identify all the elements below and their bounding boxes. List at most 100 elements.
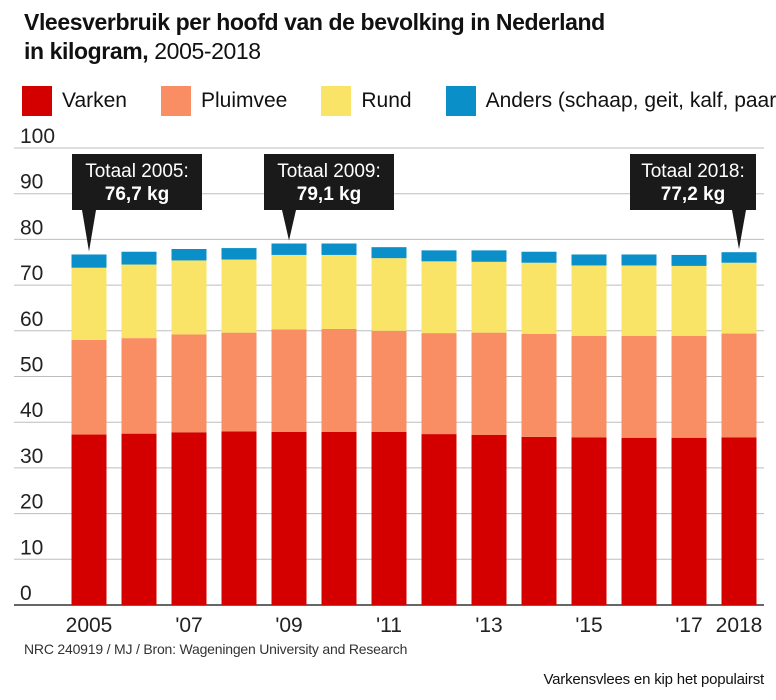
bar-pluimvee-2017	[671, 335, 707, 438]
bar-pluimvee-2015	[571, 335, 607, 438]
bar-varken-2015	[571, 437, 607, 605]
bar-pluimvee-2016	[621, 335, 657, 438]
bar-pluimvee-2018	[721, 333, 757, 438]
bar-varken-2011	[371, 431, 407, 605]
callout-2005: Totaal 2005:76,7 kg	[72, 154, 202, 252]
bar-rund-2016	[621, 265, 657, 336]
bar-varken-2018	[721, 437, 757, 605]
chart-title: Vleesverbruik per hoofd van de bevolking…	[24, 8, 764, 66]
bar-rund-2013	[471, 261, 507, 333]
bar-varken-2014	[521, 436, 557, 605]
chart-legend: Varken Pluimvee Rund Anders (schaap, gei…	[22, 84, 776, 118]
callout-box	[72, 154, 202, 252]
x-tick-label: '17	[675, 614, 702, 637]
bar-varken-2012	[421, 434, 457, 605]
bars-layer	[71, 243, 757, 606]
callout-box	[264, 154, 394, 241]
x-tick-label: 2018	[716, 614, 763, 637]
y-tick-label: 20	[20, 491, 43, 514]
bar-anders-2015	[571, 254, 607, 266]
y-tick-label: 80	[20, 216, 43, 239]
bar-anders-2011	[371, 247, 407, 259]
x-tick-label: '15	[575, 614, 602, 637]
caption-text: Varkensvlees en kip het populairst	[543, 671, 764, 688]
bar-pluimvee-2013	[471, 332, 507, 435]
bar-rund-2006	[121, 264, 157, 339]
stacked-bar-chart: 0 10 20 30 40 50 60 70 80 90 100 2005 '07 '09 '11 '13 '…	[14, 125, 764, 637]
bar-anders-2012	[421, 250, 457, 262]
callout-label: Totaal 2018:	[641, 161, 745, 182]
x-tick-label: '11	[376, 614, 402, 637]
legend-label-varken: Varken	[62, 89, 127, 112]
bar-pluimvee-2010	[321, 328, 357, 432]
legend-swatch-anders	[445, 86, 476, 116]
bar-anders-2018	[721, 252, 757, 263]
x-tick-label: '09	[275, 614, 302, 637]
x-tick-label: '13	[475, 614, 502, 637]
bar-varken-2008	[221, 431, 257, 605]
y-tick-label: 30	[20, 445, 43, 468]
y-tick-label: 60	[20, 308, 43, 331]
bar-pluimvee-2005	[71, 339, 107, 435]
y-tick-label: 70	[20, 262, 43, 285]
bar-anders-2005	[71, 254, 107, 268]
chart-title-bold-line1: Vleesverbruik per hoofd van de bevolking…	[24, 9, 605, 35]
bar-pluimvee-2011	[371, 330, 407, 432]
bar-anders-2006	[121, 251, 157, 265]
legend-label-rund: Rund	[361, 89, 412, 112]
y-axis-ticks: 0 10 20 30 40 50 60 70 80 90 100	[20, 125, 55, 605]
legend-swatch-rund	[321, 86, 352, 116]
bar-anders-2017	[671, 254, 707, 266]
bar-rund-2007	[171, 260, 207, 335]
y-tick-label: 90	[20, 171, 43, 194]
y-tick-label: 50	[20, 354, 43, 377]
chart-title-bold-line2: in kilogram,	[24, 38, 149, 64]
legend-label-anders: Anders (schaap, geit, kalf, paard)	[485, 89, 776, 112]
bar-varken-2010	[321, 431, 357, 605]
bar-anders-2016	[621, 254, 657, 266]
bar-rund-2008	[221, 259, 257, 333]
legend-swatch-pluimvee	[160, 86, 191, 116]
callout-2018: Totaal 2018:77,2 kg	[630, 154, 756, 250]
y-tick-label: 100	[20, 125, 55, 148]
y-tick-label: 40	[20, 399, 43, 422]
bar-pluimvee-2007	[171, 334, 207, 433]
bar-rund-2015	[571, 265, 607, 336]
bar-rund-2005	[71, 267, 107, 340]
bar-varken-2005	[71, 434, 107, 605]
bar-pluimvee-2014	[521, 334, 557, 437]
callout-value: 77,2 kg	[661, 184, 725, 205]
y-tick-label: 10	[20, 536, 43, 559]
bar-anders-2010	[321, 243, 357, 255]
bar-pluimvee-2012	[421, 333, 457, 435]
legend-item-rund: Rund	[321, 86, 412, 116]
bar-anders-2013	[471, 250, 507, 262]
callout-label: Totaal 2009:	[277, 161, 381, 182]
legend-item-varken: Varken	[22, 86, 127, 116]
bar-rund-2010	[321, 254, 357, 329]
bar-varken-2016	[621, 437, 657, 605]
callout-value: 79,1 kg	[297, 184, 361, 205]
legend-item-anders: Anders (schaap, geit, kalf, paard)	[445, 86, 776, 116]
bar-anders-2009	[271, 243, 307, 255]
callout-label: Totaal 2005:	[85, 161, 189, 182]
callout-2009: Totaal 2009:79,1 kg	[264, 154, 394, 241]
bar-pluimvee-2006	[121, 338, 157, 434]
bar-rund-2011	[371, 258, 407, 331]
bar-rund-2018	[721, 262, 757, 334]
chart-title-period: 2005-2018	[148, 38, 261, 64]
source-note: NRC 240919 / MJ / Bron: Wageningen Unive…	[24, 641, 408, 657]
bar-varken-2013	[471, 435, 507, 605]
bar-pluimvee-2008	[221, 332, 257, 432]
x-tick-label: 2005	[66, 614, 113, 637]
legend-label-pluimvee: Pluimvee	[200, 89, 288, 112]
bar-varken-2006	[121, 433, 157, 606]
bar-varken-2009	[271, 431, 307, 605]
legend-item-pluimvee: Pluimvee	[160, 86, 288, 116]
bar-rund-2017	[671, 265, 707, 336]
x-axis-ticks: 2005 '07 '09 '11 '13 '15 '17 2018	[66, 614, 763, 637]
legend-swatch-varken	[22, 86, 52, 116]
bar-rund-2009	[271, 254, 307, 330]
bar-varken-2017	[671, 437, 707, 605]
